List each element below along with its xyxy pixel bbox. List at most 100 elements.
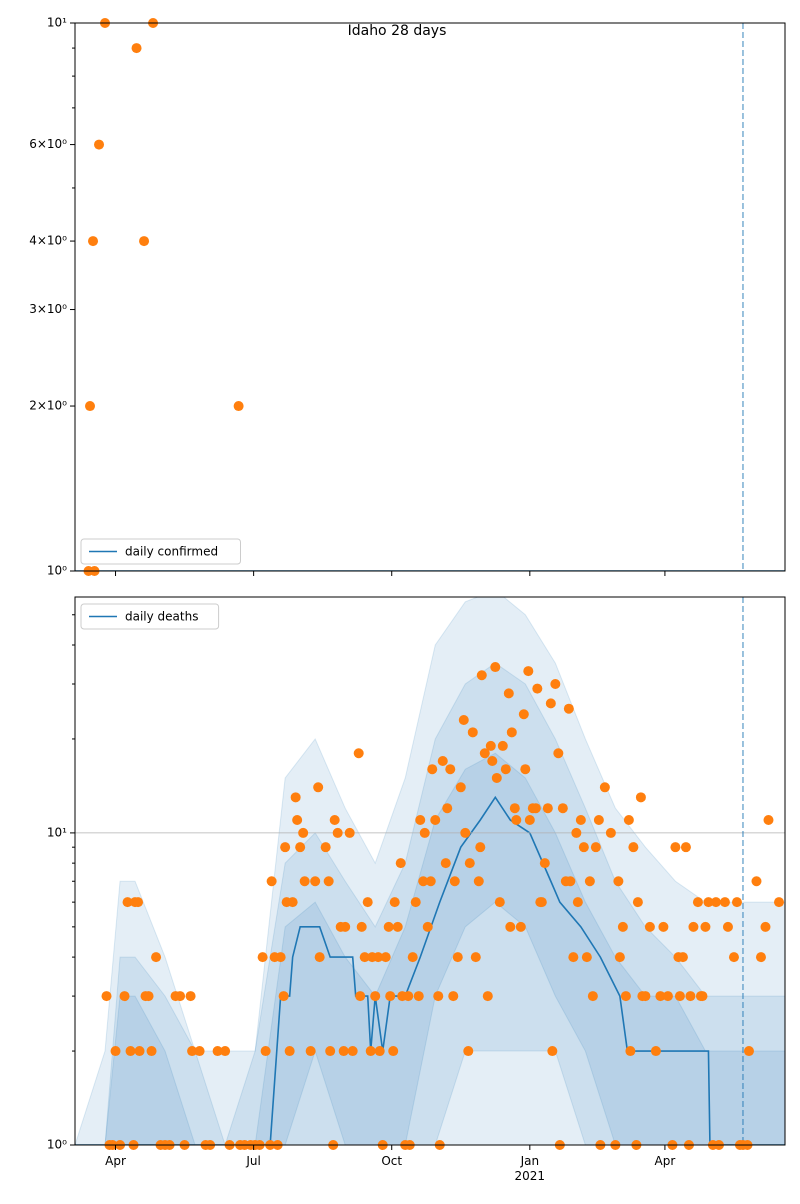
data-point: [353, 748, 364, 759]
data-point: [590, 842, 601, 853]
data-point: [187, 1046, 198, 1057]
data-point: [365, 1046, 376, 1057]
data-point: [292, 814, 303, 825]
data-point: [325, 1046, 336, 1057]
data-point: [403, 991, 414, 1002]
chart-title: Idaho 28 days: [348, 23, 447, 39]
axes-frame: [74, 22, 786, 572]
data-point: [362, 897, 373, 908]
data-point: [722, 921, 733, 932]
data-point: [587, 991, 598, 1002]
data-point: [509, 803, 520, 814]
data-point: [505, 921, 516, 932]
data-point: [422, 921, 433, 932]
data-point: [700, 921, 711, 932]
data-point: [553, 748, 564, 759]
data-point: [743, 1046, 754, 1057]
data-point: [565, 876, 576, 887]
data-point: [338, 1046, 349, 1057]
data-point: [94, 139, 105, 150]
data-point: [389, 897, 400, 908]
data-point: [482, 991, 493, 1002]
plot-area: [75, 597, 785, 1145]
data-point: [119, 991, 130, 1002]
data-point: [703, 897, 714, 908]
data-point: [133, 897, 144, 908]
data-point: [233, 401, 244, 412]
data-point: [470, 952, 481, 963]
data-point: [605, 827, 616, 838]
data-point: [584, 876, 595, 887]
data-point: [185, 991, 196, 1002]
data-point: [395, 858, 406, 869]
y-tick-label: 10⁰: [47, 1138, 67, 1152]
y-tick-label: 10¹: [47, 825, 67, 839]
data-point: [440, 858, 451, 869]
data-point: [511, 814, 522, 825]
data-point: [290, 792, 301, 803]
data-point: [503, 688, 514, 699]
data-point: [491, 772, 502, 783]
data-point: [385, 991, 396, 1002]
data-point: [731, 897, 742, 908]
data-point: [506, 727, 517, 738]
data-point: [374, 1046, 385, 1057]
x-tick-label: Apr: [654, 1154, 676, 1168]
data-point: [280, 842, 291, 853]
data-point: [260, 1046, 271, 1057]
data-point: [773, 897, 784, 908]
data-point: [329, 814, 340, 825]
data-point: [175, 991, 186, 1002]
data-point: [194, 1046, 205, 1057]
data-point: [463, 1046, 474, 1057]
data-point: [542, 803, 553, 814]
y-tick-label: 3×10⁰: [29, 302, 67, 316]
data-point: [278, 991, 289, 1002]
data-point: [692, 897, 703, 908]
data-point: [685, 991, 696, 1002]
data-point: [407, 952, 418, 963]
x-tick-label: Apr: [105, 1154, 126, 1168]
data-point: [344, 827, 355, 838]
data-point: [658, 921, 669, 932]
data-point: [455, 782, 466, 793]
data-point: [449, 876, 460, 887]
series-line: [75, 795, 785, 1145]
data-point: [380, 952, 391, 963]
data-point: [547, 1046, 558, 1057]
data-point: [670, 842, 681, 853]
data-point: [635, 792, 646, 803]
data-point: [125, 1046, 136, 1057]
legend-label: daily confirmed: [125, 545, 218, 559]
data-point: [674, 991, 685, 1002]
data-point: [101, 991, 112, 1002]
data-point: [575, 814, 586, 825]
data-point: [131, 43, 142, 54]
y-tick-label: 4×10⁰: [29, 234, 67, 248]
data-point: [532, 683, 543, 694]
data-point: [467, 727, 478, 738]
data-point: [623, 814, 634, 825]
data-point: [284, 1046, 295, 1057]
legend-label: daily deaths: [125, 610, 198, 624]
data-point: [518, 709, 529, 720]
data-point: [617, 921, 628, 932]
data-point: [151, 952, 162, 963]
data-point: [347, 1046, 358, 1057]
y-tick-label: 2×10⁰: [29, 399, 67, 413]
data-point: [520, 764, 531, 775]
data-point: [614, 952, 625, 963]
data-point: [494, 897, 505, 908]
legend-box: [80, 603, 220, 630]
data-point: [515, 921, 526, 932]
data-point: [383, 921, 394, 932]
data-point: [355, 991, 366, 1002]
data-point: [710, 897, 721, 908]
data-point: [340, 921, 351, 932]
x-tick-label: Oct: [381, 1154, 403, 1168]
data-point: [85, 401, 96, 412]
data-point: [476, 670, 487, 681]
data-point: [356, 921, 367, 932]
